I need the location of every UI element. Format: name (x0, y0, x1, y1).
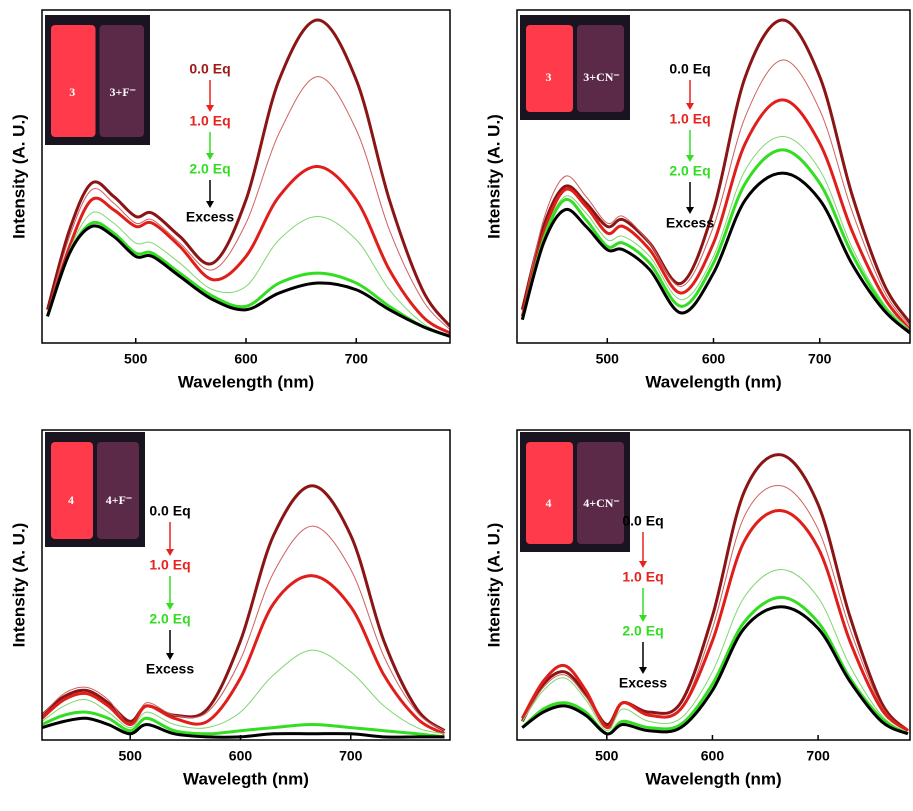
arrow-head (166, 603, 174, 610)
arrow-head (206, 105, 214, 112)
spectrum-line (46, 220, 450, 338)
inset-label: 4 (68, 493, 74, 507)
x-tick-label: 700 (808, 351, 832, 367)
spectrum-line (42, 574, 446, 736)
vial-dim (577, 442, 624, 544)
spectrum-line (42, 716, 445, 739)
arrow-head (206, 153, 214, 160)
x-tick-label: 500 (124, 351, 148, 367)
spectrum-line (520, 509, 909, 732)
annotation: 2.0 Eq (149, 611, 190, 627)
annotation: Excess (619, 675, 667, 691)
arrow-head (166, 653, 174, 660)
inset-label: 3+F⁻ (109, 85, 136, 99)
x-axis-label: Wavelength (nm) (645, 372, 781, 391)
spectrum-line (42, 525, 445, 732)
arrow-head (686, 103, 694, 110)
spectrum-line (521, 595, 909, 736)
y-axis-label: Intensity (A. U.) (9, 523, 28, 648)
annotation: 2.0 Eq (669, 163, 710, 179)
spectrum-line (521, 485, 909, 732)
spectrum-line (520, 18, 910, 324)
spectrum-line (521, 605, 909, 736)
spectrum-line (47, 211, 450, 337)
arrow-head (166, 549, 174, 556)
x-axis-label: Wavelegth (nm) (183, 769, 309, 788)
y-axis-label: Intensity (A. U.) (484, 523, 503, 648)
spectrum-line (520, 98, 910, 331)
spectrum-line (520, 171, 910, 335)
x-tick-label: 700 (345, 351, 369, 367)
spectrum-line (520, 453, 909, 732)
x-tick-label: 500 (119, 748, 143, 764)
arrow-head (639, 667, 647, 674)
x-tick-label: 600 (234, 351, 258, 367)
x-tick-label: 500 (596, 351, 620, 367)
annotation: 2.0 Eq (189, 161, 230, 177)
arrow-head (686, 155, 694, 162)
vial-dim (97, 442, 139, 539)
spectrum-line (521, 136, 910, 331)
inset-label: 4 (546, 496, 552, 510)
x-tick-label: 500 (595, 748, 619, 764)
y-axis-label: Intensity (A. U.) (484, 114, 503, 239)
spectrum-line (521, 59, 910, 327)
annotation: 0.0 Eq (149, 503, 190, 519)
spectrum-line (521, 568, 909, 735)
arrow-head (686, 207, 694, 214)
plot-frame (41, 429, 451, 741)
vial-bright (526, 25, 573, 112)
spectrum-line (42, 649, 445, 735)
vial-dim (577, 25, 624, 112)
annotation: 1.0 Eq (669, 111, 710, 127)
annotation: 0.0 Eq (622, 513, 663, 529)
x-axis-label: Wavelength (nm) (645, 769, 781, 788)
inset-label: 3 (69, 85, 75, 99)
annotation: 1.0 Eq (622, 569, 663, 585)
x-axis-label: Wavelength (nm) (178, 372, 314, 391)
x-tick-label: 700 (339, 748, 363, 764)
arrow-head (639, 561, 647, 568)
arrow-head (206, 201, 214, 208)
inset-label: 3+CN⁻ (583, 70, 620, 84)
annotation: 0.0 Eq (669, 61, 710, 77)
spectrum-line (46, 224, 450, 338)
annotation: 1.0 Eq (149, 557, 190, 573)
vial-bright (526, 442, 573, 544)
vial-dim (99, 25, 144, 137)
vial-bright (51, 25, 96, 137)
spectrum-line (46, 18, 450, 328)
inset-label: 4+F⁻ (106, 493, 133, 507)
spectrum-line (46, 165, 450, 335)
annotation: 1.0 Eq (189, 113, 230, 129)
x-tick-label: 700 (806, 748, 830, 764)
arrow-head (639, 615, 647, 622)
vial-bright (51, 442, 93, 539)
x-tick-label: 600 (229, 748, 253, 764)
x-tick-label: 600 (701, 748, 725, 764)
annotation: Excess (666, 215, 714, 231)
x-tick-label: 600 (702, 351, 726, 367)
spectrum-line (47, 76, 450, 331)
spectrum-line (42, 710, 445, 739)
inset-label: 4+CN⁻ (583, 496, 620, 510)
spectrum-line (42, 484, 446, 732)
spectrum-line (520, 148, 910, 335)
plot-frame (516, 429, 911, 741)
y-axis-label: Intensity (A. U.) (9, 114, 28, 239)
annotation: Excess (146, 661, 194, 677)
inset-label: 3 (546, 70, 552, 84)
annotation: Excess (186, 209, 234, 225)
annotation: 0.0 Eq (189, 61, 230, 77)
annotation: 2.0 Eq (622, 623, 663, 639)
